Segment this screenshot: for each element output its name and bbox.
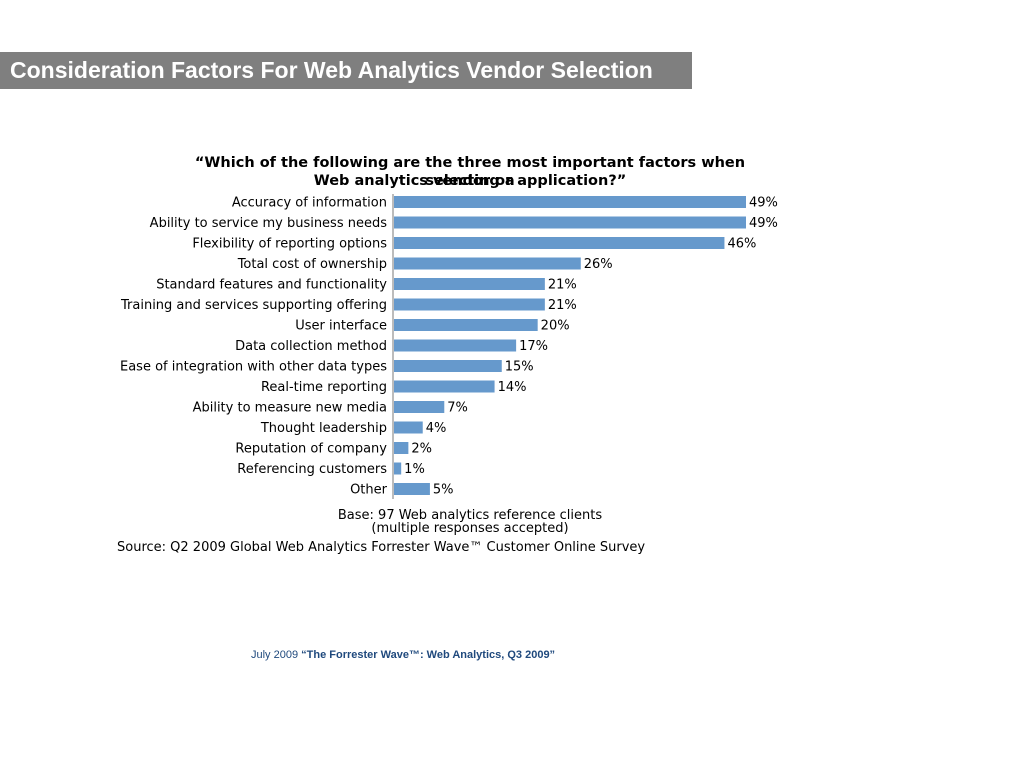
- bar: [394, 319, 538, 331]
- category-label: Ease of integration with other data type…: [120, 360, 387, 375]
- chart-title-line-2: Web analytics vendor or application?”: [313, 173, 627, 189]
- bar: [394, 483, 430, 495]
- bar: [394, 196, 746, 208]
- bar: [394, 298, 545, 311]
- category-label: Thought leadership: [260, 421, 387, 436]
- footer-date: July 2009: [251, 649, 302, 661]
- category-label: Ability to service my business needs: [150, 216, 388, 231]
- bar: [394, 216, 746, 229]
- data-label: 4%: [426, 421, 447, 436]
- category-label: Accuracy of information: [232, 196, 387, 211]
- bar: [394, 421, 423, 434]
- category-label: Training and services supporting offerin…: [120, 298, 387, 313]
- base-note-line-1: Base: 97 Web analytics reference clients: [337, 508, 603, 523]
- data-label: 20%: [541, 319, 570, 334]
- chart-title-line-1: “Which of the following are the three mo…: [194, 155, 746, 189]
- bar: [394, 237, 725, 249]
- slide-title: Consideration Factors For Web Analytics …: [0, 52, 692, 89]
- category-label: Referencing customers: [237, 462, 387, 477]
- footer-report-title: “The Forrester Wave™: Web Analytics, Q3 …: [301, 649, 556, 661]
- category-label: Real-time reporting: [261, 380, 387, 395]
- data-label: 49%: [749, 216, 778, 231]
- data-label: 1%: [404, 462, 425, 477]
- source-note: Source: Q2 2009 Global Web Analytics For…: [117, 540, 646, 555]
- category-label: User interface: [295, 319, 387, 334]
- data-label: 17%: [519, 339, 548, 354]
- data-label: 46%: [727, 237, 756, 252]
- footer-citation: July 2009 “The Forrester Wave™: Web Anal…: [251, 649, 555, 661]
- data-label: 2%: [411, 442, 432, 457]
- category-label: Ability to measure new media: [193, 401, 387, 416]
- base-note-line-2: (multiple responses accepted): [371, 521, 569, 536]
- category-label: Total cost of ownership: [237, 257, 387, 272]
- bar: [394, 257, 581, 270]
- category-label: Reputation of company: [235, 442, 387, 457]
- data-label: 15%: [505, 360, 534, 375]
- category-label: Standard features and functionality: [156, 278, 387, 293]
- data-label: 21%: [548, 278, 577, 293]
- bar: [394, 278, 545, 290]
- bar: [394, 442, 409, 454]
- category-label: Other: [350, 483, 388, 498]
- data-label: 26%: [584, 257, 613, 272]
- bar: [394, 360, 502, 372]
- bar: [394, 380, 495, 393]
- data-label: 49%: [749, 196, 778, 211]
- bar: [394, 401, 445, 413]
- bar: [394, 339, 517, 352]
- data-label: 21%: [548, 298, 577, 313]
- data-label: 7%: [447, 401, 468, 416]
- data-label: 5%: [433, 483, 454, 498]
- category-label: Data collection method: [235, 339, 387, 354]
- data-label: 14%: [498, 380, 527, 395]
- category-label: Flexibility of reporting options: [192, 237, 387, 252]
- bar: [394, 462, 402, 475]
